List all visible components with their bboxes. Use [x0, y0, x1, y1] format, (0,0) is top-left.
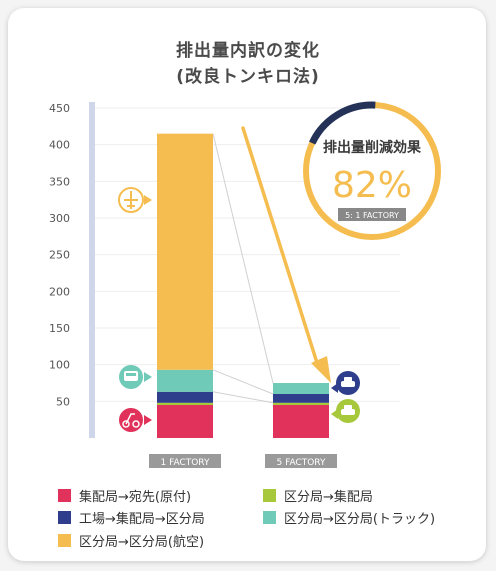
legend-label: 集配局→宛先(原付): [79, 490, 192, 505]
badge-caption: 5: 1 FACTORY: [345, 211, 399, 220]
badge-caption-box: [338, 208, 406, 221]
y-tick-label: 150: [49, 322, 70, 335]
legend-label: 区分局→区分局(トラック): [284, 512, 436, 527]
connector-line: [212, 133, 274, 384]
legend-swatch: [58, 489, 71, 502]
chart-title: 排出量内訳の変化: [176, 41, 320, 61]
y-tick-label: 100: [49, 359, 70, 372]
reduction-arrowhead: [311, 356, 331, 383]
airplane-icon: [118, 187, 152, 213]
reduction-arrow: [241, 126, 320, 368]
category-label: 5 FACTORY: [277, 458, 326, 468]
legend-swatch: [263, 489, 276, 502]
legend-item: 区分局→区分局(トラック): [263, 508, 435, 527]
bar-segment: [157, 402, 213, 405]
y-tick-label: 400: [49, 139, 70, 152]
legend-label: 区分局→区分局(航空): [79, 535, 205, 550]
category-label-box: [149, 454, 221, 468]
chart-subtitle: (改良トンキロ法): [176, 67, 320, 87]
bar-segment: [273, 402, 329, 405]
bus-icon: [119, 365, 152, 389]
legend-swatch: [58, 534, 71, 547]
bar-segment: [273, 405, 329, 438]
chart-card: [8, 8, 486, 561]
y-tick-label: 450: [49, 102, 70, 115]
connector-line: [212, 369, 274, 395]
legend-label: 工場→集配局→区分局: [79, 512, 205, 527]
car-icon: [331, 371, 360, 395]
badge-label: 排出量削減効果: [323, 139, 422, 156]
category-label: 1 FACTORY: [161, 458, 210, 468]
badge-value: 82%: [332, 165, 412, 206]
badge-ring-progress: [309, 101, 376, 145]
legend-swatch: [58, 511, 71, 524]
bar-segment: [157, 391, 213, 403]
car-icon: [331, 399, 360, 423]
legend-label: 区分局→集配局: [284, 490, 373, 505]
bar-segment: [273, 383, 329, 394]
legend-item: 区分局→区分局(航空): [58, 531, 204, 550]
bar-segment: [157, 369, 213, 392]
legend-item: 集配局→宛先(原付): [58, 486, 191, 505]
connector-line: [212, 391, 274, 404]
y-tick-label: 300: [49, 212, 70, 225]
bar-segment: [157, 133, 213, 370]
legend-item: 区分局→集配局: [263, 486, 373, 505]
y-tick-label: 200: [49, 285, 70, 298]
legend-item: 工場→集配局→区分局: [58, 508, 205, 527]
bar-segment: [273, 394, 329, 403]
y-tick-label: 250: [49, 249, 70, 262]
y-tick-label: 350: [49, 175, 70, 188]
legend-swatch: [263, 511, 276, 524]
category-label-box: [265, 454, 337, 468]
y-tick-label: 50: [56, 395, 70, 408]
scooter-icon: [119, 408, 152, 432]
bar-segment: [157, 405, 213, 438]
